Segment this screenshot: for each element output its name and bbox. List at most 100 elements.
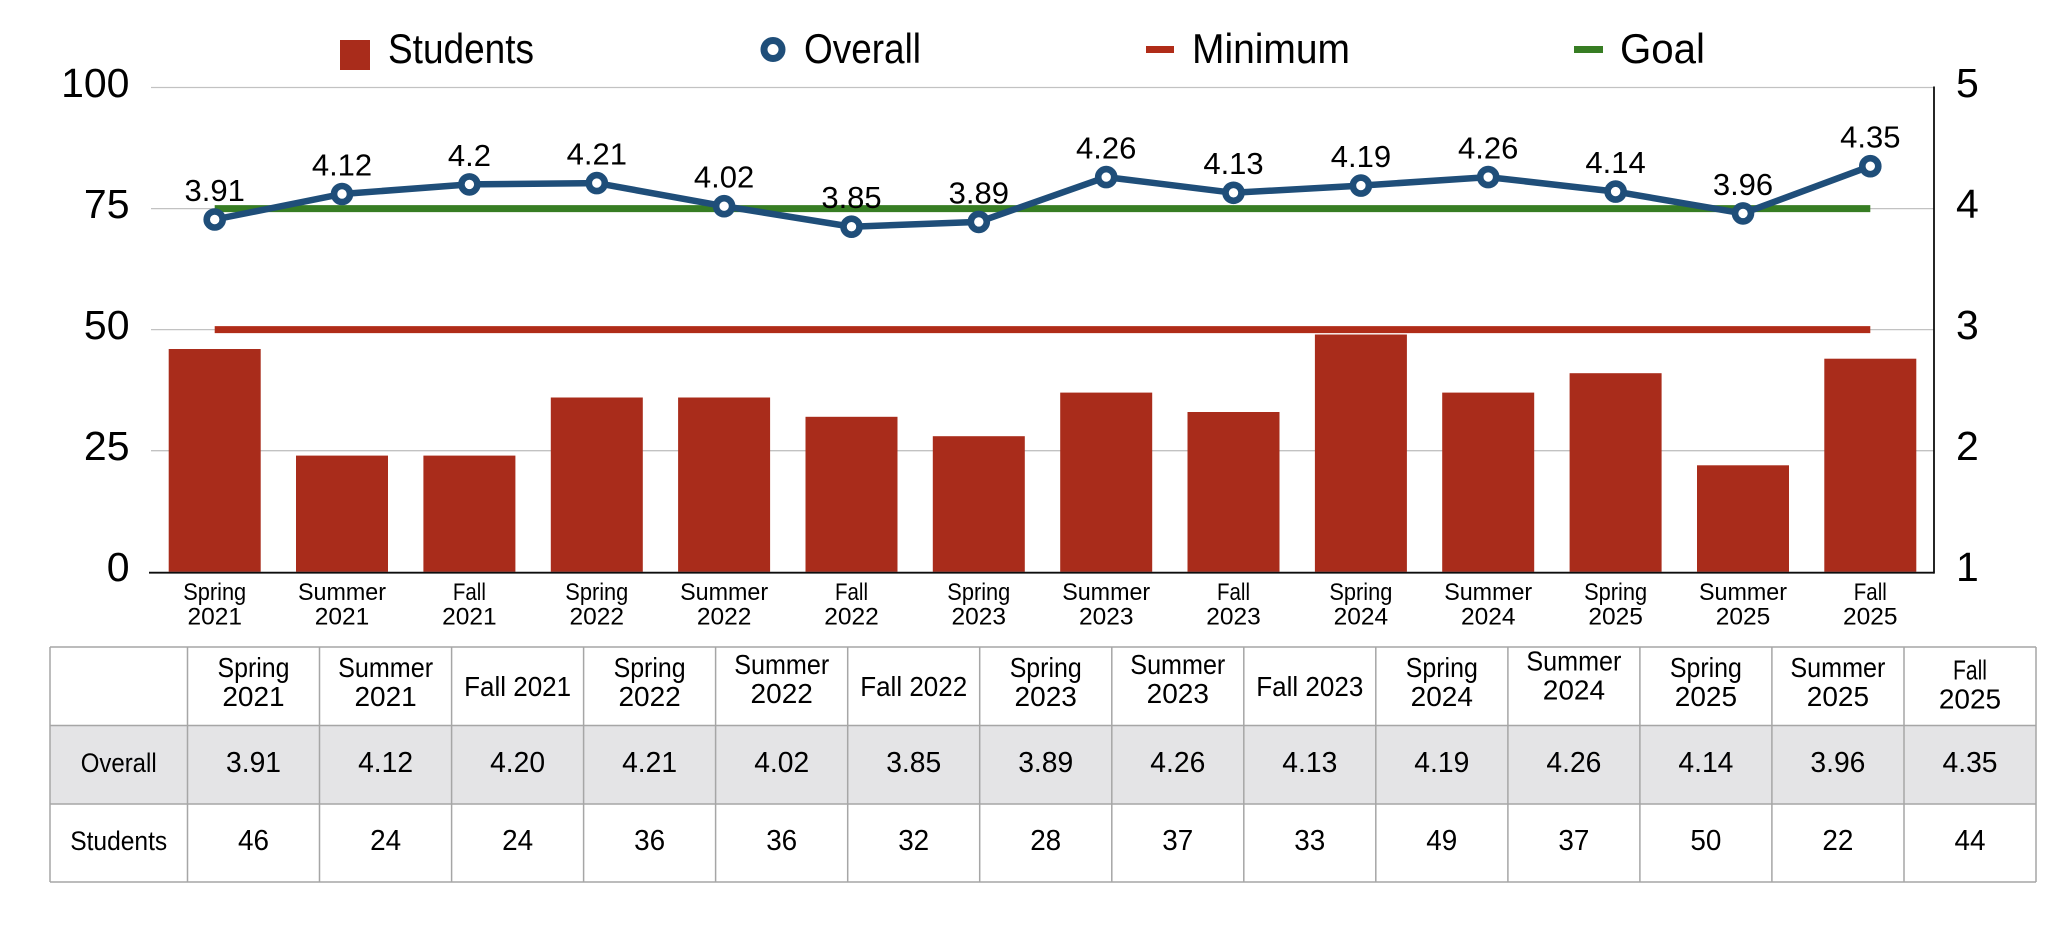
svg-text:4.02: 4.02 — [694, 160, 754, 195]
svg-text:Fall: Fall — [1217, 579, 1250, 606]
svg-text:2023: 2023 — [1206, 604, 1261, 631]
svg-text:49: 49 — [1426, 825, 1457, 857]
svg-text:37: 37 — [1558, 825, 1589, 857]
svg-text:2022: 2022 — [697, 604, 752, 631]
svg-text:2022: 2022 — [824, 604, 879, 631]
svg-text:Goal: Goal — [1620, 25, 1705, 72]
svg-text:Fall 2022: Fall 2022 — [860, 671, 967, 702]
svg-text:36: 36 — [634, 825, 665, 857]
svg-text:37: 37 — [1162, 825, 1193, 857]
svg-text:4.02: 4.02 — [754, 747, 809, 779]
svg-text:2024: 2024 — [1334, 604, 1389, 631]
svg-text:3.89: 3.89 — [1018, 747, 1073, 779]
svg-text:32: 32 — [898, 825, 929, 857]
svg-text:4.13: 4.13 — [1282, 747, 1337, 779]
svg-text:100: 100 — [61, 60, 129, 106]
svg-text:4.13: 4.13 — [1203, 146, 1263, 181]
svg-text:50: 50 — [1690, 825, 1721, 857]
svg-text:Spring: Spring — [218, 652, 290, 683]
svg-text:Students: Students — [388, 25, 534, 72]
svg-text:2022: 2022 — [570, 604, 625, 631]
svg-text:Overall: Overall — [804, 25, 921, 72]
svg-text:5: 5 — [1956, 60, 1979, 106]
svg-text:Summer: Summer — [1444, 579, 1532, 606]
svg-text:Spring: Spring — [1584, 579, 1647, 606]
svg-text:2024: 2024 — [1461, 604, 1516, 631]
svg-text:1: 1 — [1956, 544, 1979, 590]
svg-text:3.96: 3.96 — [1713, 167, 1773, 202]
svg-text:Spring: Spring — [1329, 579, 1392, 606]
svg-text:2: 2 — [1956, 423, 1979, 469]
svg-text:22: 22 — [1822, 825, 1853, 857]
svg-text:2024: 2024 — [1411, 681, 1473, 712]
svg-text:4.26: 4.26 — [1076, 131, 1136, 166]
svg-text:3.91: 3.91 — [226, 747, 281, 779]
svg-text:28: 28 — [1030, 825, 1061, 857]
svg-text:Spring: Spring — [1670, 652, 1742, 683]
svg-text:3.85: 3.85 — [821, 180, 881, 215]
svg-text:Spring: Spring — [565, 579, 628, 606]
svg-text:4.12: 4.12 — [358, 747, 413, 779]
svg-text:36: 36 — [766, 825, 797, 857]
svg-text:Spring: Spring — [947, 579, 1010, 606]
svg-text:75: 75 — [84, 181, 130, 227]
svg-text:33: 33 — [1294, 825, 1325, 857]
svg-text:Fall: Fall — [1854, 579, 1887, 606]
svg-text:4: 4 — [1956, 181, 1979, 227]
svg-text:Fall: Fall — [835, 579, 868, 606]
svg-text:Spring: Spring — [1406, 652, 1478, 683]
svg-text:2023: 2023 — [1079, 604, 1134, 631]
svg-text:50: 50 — [84, 302, 130, 348]
svg-text:3.96: 3.96 — [1810, 747, 1865, 779]
svg-text:Summer: Summer — [1526, 646, 1621, 677]
svg-text:24: 24 — [502, 825, 533, 857]
svg-text:2025: 2025 — [1843, 604, 1898, 631]
svg-text:4.14: 4.14 — [1678, 747, 1733, 779]
svg-text:4.26: 4.26 — [1150, 747, 1205, 779]
svg-text:4.26: 4.26 — [1546, 747, 1601, 779]
svg-text:4.21: 4.21 — [622, 747, 677, 779]
svg-text:4.35: 4.35 — [1943, 747, 1998, 779]
svg-text:Fall 2021: Fall 2021 — [464, 671, 571, 702]
svg-text:2025: 2025 — [1716, 604, 1771, 631]
svg-text:2025: 2025 — [1675, 681, 1737, 712]
svg-text:Spring: Spring — [614, 652, 686, 683]
svg-text:Summer: Summer — [1130, 649, 1225, 680]
svg-text:4.21: 4.21 — [567, 137, 627, 172]
svg-text:Fall: Fall — [1953, 655, 1987, 686]
svg-text:2023: 2023 — [952, 604, 1007, 631]
svg-text:2025: 2025 — [1939, 684, 2001, 715]
svg-text:2023: 2023 — [1015, 681, 1077, 712]
svg-text:Summer: Summer — [680, 579, 768, 606]
svg-text:4.35: 4.35 — [1840, 120, 1900, 155]
svg-text:2023: 2023 — [1147, 678, 1209, 709]
svg-text:Summer: Summer — [1790, 652, 1885, 683]
svg-text:25: 25 — [84, 423, 130, 469]
svg-text:4.12: 4.12 — [312, 147, 372, 182]
svg-text:2025: 2025 — [1588, 604, 1643, 631]
svg-text:3.85: 3.85 — [886, 747, 941, 779]
svg-text:4.2: 4.2 — [448, 138, 491, 173]
svg-text:Overall: Overall — [81, 748, 157, 778]
svg-text:Spring: Spring — [183, 579, 246, 606]
svg-text:0: 0 — [107, 544, 130, 590]
svg-text:24: 24 — [370, 825, 401, 857]
svg-text:Summer: Summer — [298, 579, 386, 606]
svg-text:46: 46 — [238, 825, 269, 857]
svg-text:3.89: 3.89 — [949, 175, 1009, 210]
svg-text:2022: 2022 — [618, 681, 680, 712]
svg-text:Summer: Summer — [1062, 579, 1150, 606]
svg-text:4.26: 4.26 — [1458, 131, 1518, 166]
svg-text:Fall: Fall — [453, 579, 486, 606]
svg-text:Summer: Summer — [1699, 579, 1787, 606]
svg-text:2021: 2021 — [222, 681, 284, 712]
svg-text:2021: 2021 — [354, 681, 416, 712]
svg-text:44: 44 — [1955, 825, 1986, 857]
svg-text:Summer: Summer — [338, 652, 433, 683]
svg-text:Spring: Spring — [1010, 652, 1082, 683]
svg-text:2021: 2021 — [442, 604, 497, 631]
svg-text:3: 3 — [1956, 302, 1979, 348]
svg-text:4.19: 4.19 — [1331, 139, 1391, 174]
svg-text:Fall 2023: Fall 2023 — [1256, 671, 1363, 702]
svg-text:4.14: 4.14 — [1585, 145, 1645, 180]
